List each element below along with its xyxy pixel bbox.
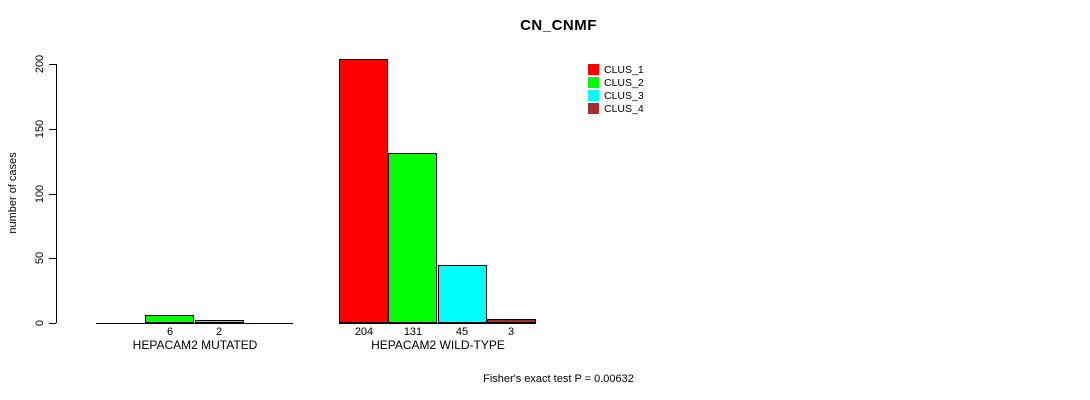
bar-value-label: 3 [507, 326, 515, 338]
bar-clus_2-2 [388, 153, 437, 323]
y-tick-label: 0 [34, 319, 46, 327]
x-axis-baseline [96, 323, 293, 324]
bar-value-label: 2 [215, 326, 223, 338]
bar-value-label: 131 [403, 326, 423, 338]
y-axis-tick [49, 193, 56, 195]
chart-title: CN_CNMF [520, 17, 597, 34]
bar-value-label: 204 [354, 326, 374, 338]
legend-swatch-clus_4 [588, 103, 599, 114]
x-axis-baseline [339, 323, 536, 324]
legend-swatch-clus_3 [588, 90, 599, 101]
group-label: HEPACAM2 WILD-TYPE [371, 338, 505, 352]
y-axis-tick [49, 64, 56, 65]
y-axis-label: number of cases [7, 152, 19, 234]
y-tick-label: 100 [34, 184, 46, 203]
legend-label-clus_1: CLUS_1 [604, 64, 644, 76]
legend-label-clus_2: CLUS_2 [604, 77, 644, 89]
bar-clus_4-2 [487, 319, 536, 323]
group-label: HEPACAM2 MUTATED [132, 338, 258, 352]
bar-clus_1-2 [339, 59, 388, 323]
legend-label-clus_4: CLUS_4 [604, 103, 644, 115]
bar-clus_2-1 [145, 315, 194, 323]
legend-swatch-clus_2 [588, 77, 599, 88]
bar-clus_3-1 [195, 320, 244, 323]
y-tick-label: 150 [34, 119, 46, 138]
y-axis-line [56, 64, 57, 323]
fisher-test-annotation: Fisher's exact test P = 0.00632 [483, 373, 634, 385]
bar-value-label: 6 [166, 326, 174, 338]
legend-swatch-clus_1 [588, 64, 599, 75]
bar-clus_3-2 [438, 265, 487, 323]
y-axis-tick [49, 258, 56, 260]
y-tick-label: 200 [34, 54, 46, 74]
y-axis-tick [49, 128, 56, 130]
y-axis-tick [49, 323, 56, 324]
bar-value-label: 45 [455, 326, 469, 338]
y-tick-label: 50 [34, 252, 46, 265]
legend-label-clus_3: CLUS_3 [604, 90, 644, 102]
